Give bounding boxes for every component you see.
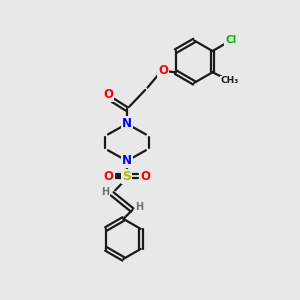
Text: H: H [136, 202, 144, 212]
Text: O: O [158, 64, 168, 77]
Text: S: S [122, 170, 131, 183]
Text: N: N [122, 154, 132, 167]
Text: Cl: Cl [225, 35, 236, 46]
Text: N: N [122, 117, 132, 130]
Text: CH₃: CH₃ [220, 76, 239, 85]
Text: O: O [103, 88, 113, 101]
Text: H: H [101, 187, 109, 196]
Text: O: O [140, 170, 150, 183]
Text: O: O [104, 170, 114, 183]
